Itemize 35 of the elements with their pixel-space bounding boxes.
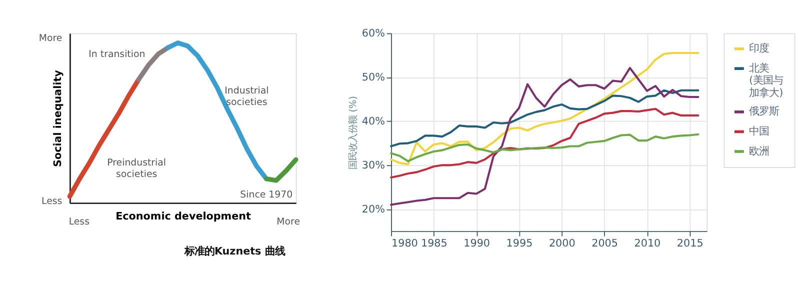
- text: Less: [68, 216, 90, 228]
- line-series: [390, 108, 700, 179]
- line-series: [390, 66, 700, 206]
- x-tick-label: 2000: [548, 238, 576, 250]
- x-tick-label: 2005: [592, 238, 618, 250]
- x-tick-label: 1980: [392, 238, 418, 250]
- legend-label: 俄罗斯: [749, 106, 780, 118]
- x-tick-label: 1985: [420, 238, 448, 250]
- y-tick-label: 20%: [362, 203, 386, 216]
- annotation: Since 1970: [240, 190, 293, 201]
- y-tick-label: 50%: [362, 72, 386, 84]
- y-tick-label: 30%: [362, 159, 386, 172]
- x-tick-label: 2015: [676, 238, 704, 250]
- legend-label: 欧洲: [749, 145, 770, 158]
- line-series: [390, 89, 700, 148]
- x-tick-label: 1990: [464, 238, 490, 250]
- text: 标准的Kuznets 曲线: [183, 246, 285, 258]
- x-tick-label: 1995: [506, 238, 533, 250]
- annotation: In transition: [88, 48, 146, 60]
- annotation: Industrial societies: [224, 86, 269, 108]
- x-axis-title: Economic development: [116, 210, 252, 222]
- x-tick-label: 2010: [634, 238, 661, 250]
- legend-label: 北美(美国与加拿大): [749, 62, 784, 99]
- line-series: [390, 52, 700, 166]
- y-tick-label: 40%: [362, 115, 386, 128]
- y-axis-title: 国民收入份额 (%): [348, 96, 360, 170]
- annotation: Preindustrial societies: [107, 158, 166, 180]
- legend-label: 中国: [749, 126, 770, 138]
- line-series: [390, 133, 700, 162]
- text: More: [38, 32, 62, 44]
- y-axis-title: Social inequality: [52, 70, 64, 167]
- y-tick-label: 60%: [362, 28, 386, 40]
- text: More: [276, 216, 300, 228]
- text: Less: [42, 196, 62, 207]
- legend-label: 印度: [749, 42, 770, 55]
